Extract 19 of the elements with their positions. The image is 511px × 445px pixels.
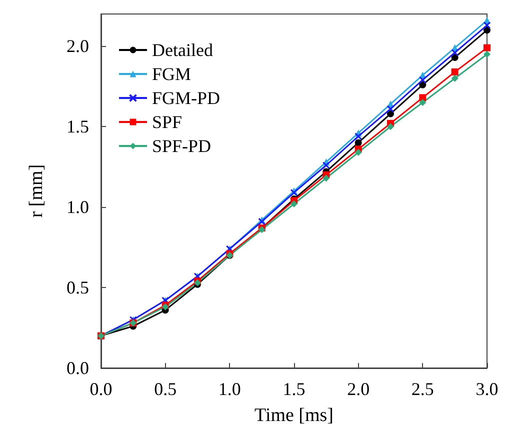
x-tick-label: 0.5	[154, 379, 177, 399]
y-tick-label: 2.0	[66, 36, 89, 56]
y-axis-title: r [mm]	[26, 164, 47, 218]
x-tick-label: 0.0	[90, 379, 112, 399]
legend-label: FGM-PD	[152, 88, 220, 108]
y-tick-label: 1.0	[66, 197, 89, 218]
x-tick-label: 3.0	[476, 379, 498, 399]
x-tick-label: 2.5	[411, 379, 434, 399]
legend-label: SPF	[152, 112, 182, 132]
legend-label: FGM	[152, 64, 192, 84]
legend-label: SPF-PD	[152, 136, 212, 156]
y-tick-label: 0.5	[66, 278, 89, 298]
x-tick-label: 1.5	[282, 379, 306, 399]
x-tick-label: 1.0	[218, 379, 241, 399]
y-tick-label: 0.0	[66, 358, 89, 378]
y-tick-label: 1.5	[66, 116, 89, 137]
x-tick-label: 2.0	[347, 379, 370, 399]
x-axis-title: Time [ms]	[254, 405, 334, 426]
legend-label: Detailed	[152, 40, 213, 60]
